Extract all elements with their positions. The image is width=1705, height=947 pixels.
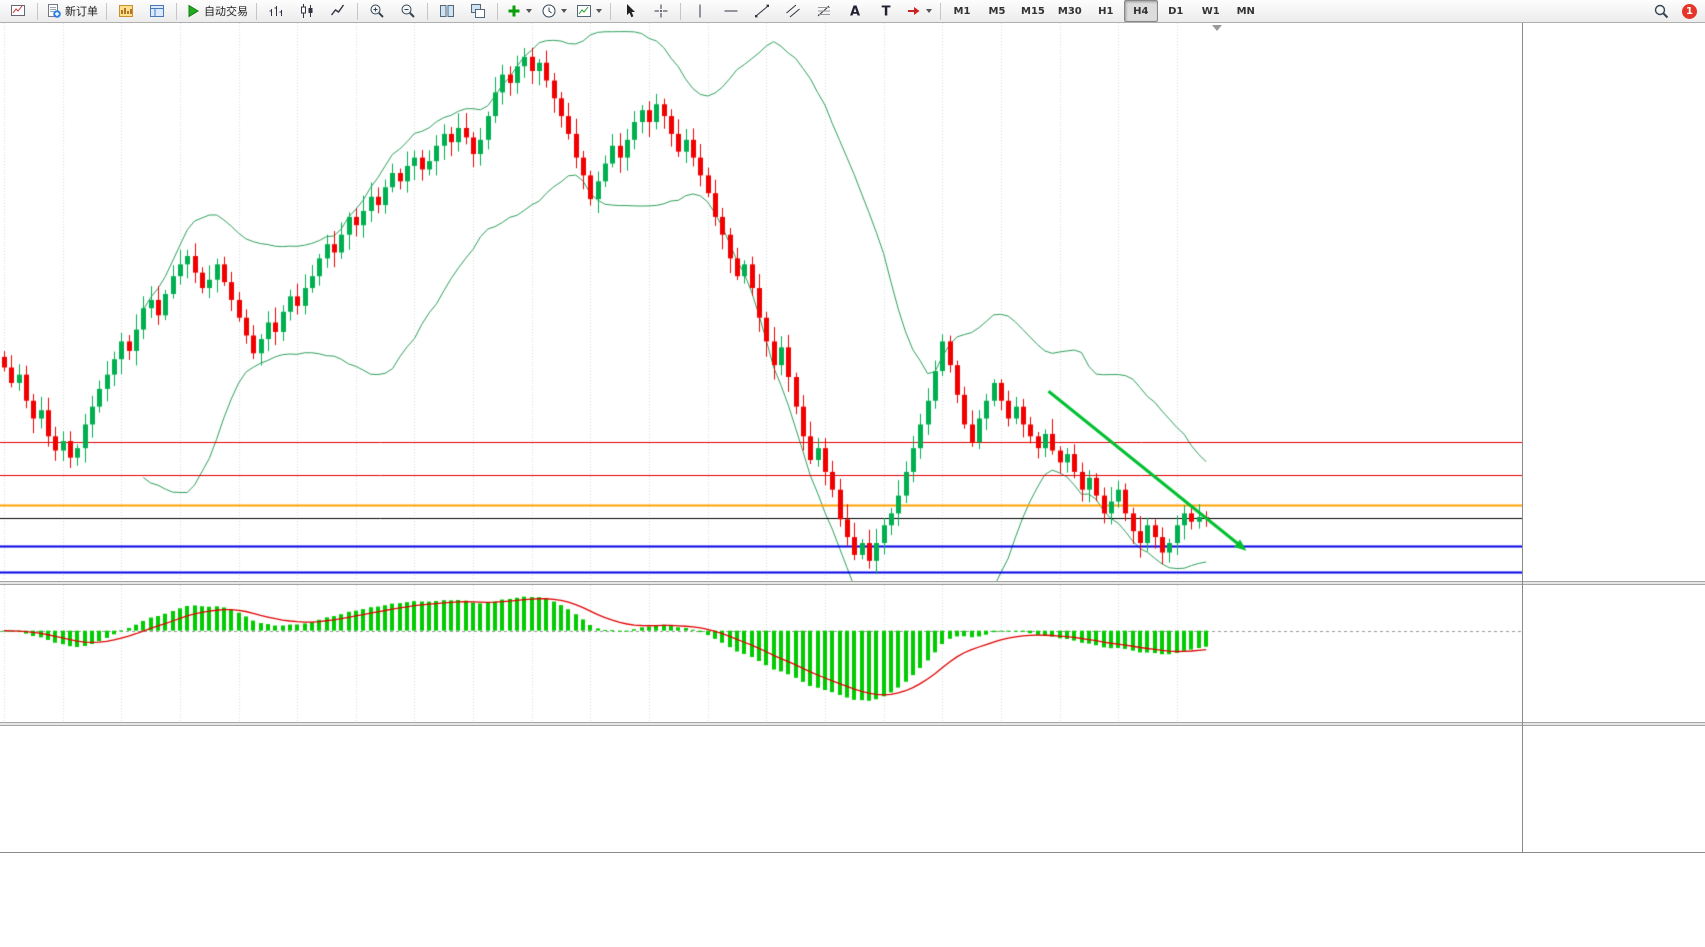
- timeframe-m15[interactable]: M15: [1021, 5, 1045, 17]
- timeframe-d1[interactable]: D1: [1168, 5, 1184, 17]
- autotrade-icon: [185, 3, 201, 19]
- hline-icon: [723, 3, 739, 19]
- chart-window-icon: [10, 3, 26, 19]
- crosshair-button[interactable]: [646, 0, 676, 22]
- horizontal-line-button[interactable]: [716, 0, 746, 22]
- toolbar-separator: [497, 2, 498, 20]
- new-chart-button[interactable]: [3, 0, 33, 22]
- label-t-icon: T: [878, 3, 894, 20]
- chevron-down-icon: [526, 9, 532, 13]
- arrows-icon: [906, 3, 922, 19]
- panel-splitter[interactable]: [0, 722, 1705, 726]
- trendline-button[interactable]: [747, 0, 777, 22]
- market-watch-icon: [118, 3, 134, 19]
- cursor-icon: [622, 3, 638, 19]
- crosshair-icon: [653, 3, 669, 19]
- bar-chart-button[interactable]: [261, 0, 291, 22]
- indicators-icon: [506, 3, 522, 19]
- toolbar-separator: [37, 2, 38, 20]
- macd-canvas[interactable]: [0, 585, 1522, 722]
- toolbar-right: 1: [1646, 0, 1702, 22]
- macd-label: [7, 588, 19, 599]
- zoom-in-button[interactable]: [362, 0, 392, 22]
- candles-icon: [299, 3, 315, 19]
- toolbar-separator: [427, 2, 428, 20]
- indicators-button[interactable]: [502, 0, 536, 22]
- timeframe-m5[interactable]: M5: [988, 5, 1006, 17]
- toolbar: 新订单 自动交易 A T M1 M5 M15 M30 H1 H4 D1 W1 MN 1: [0, 0, 1705, 23]
- vline-icon: [692, 3, 708, 19]
- data-window-icon: [149, 3, 165, 19]
- periods-button[interactable]: [537, 0, 571, 22]
- line-chart-button[interactable]: [323, 0, 353, 22]
- chevron-down-icon: [561, 9, 567, 13]
- search-button[interactable]: [1646, 0, 1676, 22]
- tile-windows-button[interactable]: [432, 0, 462, 22]
- cascade-icon: [470, 3, 486, 19]
- toolbar-separator: [610, 2, 611, 20]
- panel-splitter[interactable]: [0, 581, 1705, 585]
- svg-text:T: T: [882, 5, 891, 20]
- timeframe-w1[interactable]: W1: [1201, 5, 1220, 17]
- data-window-button[interactable]: [142, 0, 172, 22]
- toolbar-separator: [357, 2, 358, 20]
- channel-icon: [785, 3, 801, 19]
- rsi-label: [7, 729, 13, 740]
- timeframe-m1[interactable]: M1: [953, 5, 971, 17]
- macd-panel: [0, 585, 1705, 722]
- chevron-down-icon: [596, 9, 602, 13]
- chevron-down-icon: [926, 9, 932, 13]
- autotrading-button[interactable]: 自动交易: [181, 0, 252, 22]
- tile-icon: [439, 3, 455, 19]
- rsi-panel: [0, 726, 1705, 876]
- cascade-windows-button[interactable]: [463, 0, 493, 22]
- arrows-button[interactable]: [902, 0, 936, 22]
- rsi-canvas[interactable]: [0, 726, 300, 876]
- text-a-icon: A: [847, 3, 863, 20]
- channel-button[interactable]: [778, 0, 808, 22]
- template-icon: [576, 3, 592, 19]
- templates-button[interactable]: [572, 0, 606, 22]
- toolbar-separator: [256, 2, 257, 20]
- label-button[interactable]: T: [871, 0, 901, 22]
- clock-icon: [541, 3, 557, 19]
- bars-icon: [268, 3, 284, 19]
- search-icon: [1653, 3, 1669, 19]
- text-button[interactable]: A: [840, 0, 870, 22]
- zoom-out-button[interactable]: [393, 0, 423, 22]
- timeframe-m30[interactable]: M30: [1057, 5, 1082, 17]
- chart-shift-marker[interactable]: [1212, 25, 1222, 31]
- svg-text:A: A: [850, 5, 860, 20]
- main-chart-canvas[interactable]: [0, 23, 1522, 581]
- main-chart-panel: [0, 23, 1705, 581]
- zoom-in-icon: [369, 3, 385, 19]
- candlestick-button[interactable]: [292, 0, 322, 22]
- notification-badge[interactable]: 1: [1682, 3, 1697, 19]
- market-watch-button[interactable]: [111, 0, 141, 22]
- toolbar-separator: [940, 2, 941, 20]
- vertical-line-button[interactable]: [685, 0, 715, 22]
- line-icon: [330, 3, 346, 19]
- timeframe-h4[interactable]: H4: [1123, 0, 1158, 22]
- new-order-icon: [46, 3, 62, 19]
- toolbar-separator: [680, 2, 681, 20]
- autotrading-button-label: 自动交易: [204, 5, 248, 18]
- price-axis-border: [1522, 23, 1523, 874]
- new-order-button-label: 新订单: [65, 5, 98, 18]
- trendline-icon: [754, 3, 770, 19]
- toolbar-separator: [176, 2, 177, 20]
- chart-title: [7, 27, 15, 40]
- new-order-button[interactable]: 新订单: [42, 0, 102, 22]
- toolbar-separator: [106, 2, 107, 20]
- fibonacci-button[interactable]: [809, 0, 839, 22]
- timeframe-h1[interactable]: H1: [1098, 5, 1114, 17]
- time-axis[interactable]: [0, 852, 1705, 875]
- zoom-out-icon: [400, 3, 416, 19]
- cursor-button[interactable]: [615, 0, 645, 22]
- fibo-icon: [816, 3, 832, 19]
- timeframe-mn[interactable]: MN: [1236, 5, 1255, 17]
